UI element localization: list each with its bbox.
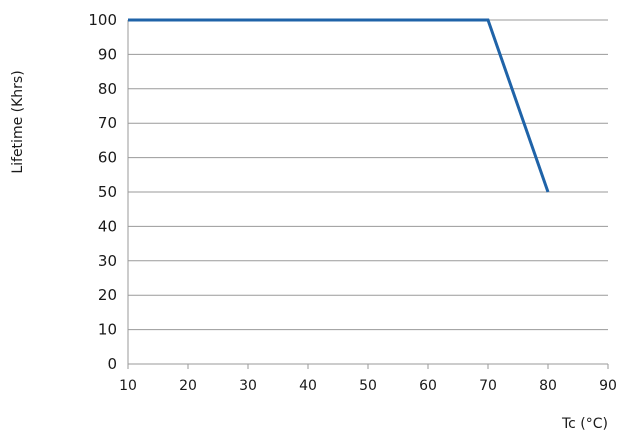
grid <box>128 19 608 331</box>
x-tick-label: 70 <box>479 378 497 394</box>
x-tick-label: 30 <box>239 378 257 394</box>
x-axis-title: Tc (°C) <box>561 416 608 432</box>
y-tick-label: 10 <box>98 321 117 339</box>
y-tick-label: 0 <box>107 355 117 373</box>
x-tick-labels: 10 20 30 40 50 60 70 80 90 <box>119 378 617 394</box>
y-tick-label: 40 <box>98 217 117 235</box>
x-tick-label: 20 <box>179 378 197 394</box>
x-tick-label: 50 <box>359 378 377 394</box>
axes <box>127 20 609 369</box>
y-tick-label: 20 <box>98 286 117 304</box>
y-tick-label: 50 <box>98 183 117 201</box>
y-axis-title: Lifetime (Khrs) <box>10 70 26 173</box>
x-tick-label: 10 <box>119 378 137 394</box>
y-tick-labels: 0 10 20 30 40 50 60 70 80 90 100 <box>88 11 117 373</box>
y-tick-label: 80 <box>98 80 117 98</box>
y-tick-label: 30 <box>98 252 117 270</box>
y-tick-label: 90 <box>98 45 117 63</box>
series-line-0 <box>128 18 550 193</box>
y-tick-label: 70 <box>98 114 117 132</box>
y-tick-label: 100 <box>88 11 117 29</box>
x-tick-label: 40 <box>299 378 317 394</box>
x-tick-label: 80 <box>539 378 557 394</box>
x-tick-label: 60 <box>419 378 437 394</box>
x-tick-label: 90 <box>599 378 617 394</box>
series <box>128 18 550 193</box>
y-tick-label: 60 <box>98 149 117 167</box>
